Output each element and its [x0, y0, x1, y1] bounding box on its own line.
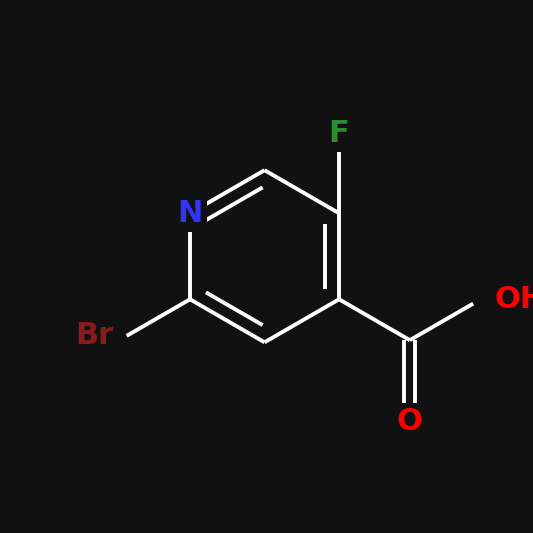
Text: F: F	[329, 119, 350, 148]
Text: N: N	[177, 199, 203, 228]
Text: OH: OH	[495, 285, 533, 314]
Text: O: O	[397, 407, 423, 437]
Text: Br: Br	[76, 321, 114, 350]
